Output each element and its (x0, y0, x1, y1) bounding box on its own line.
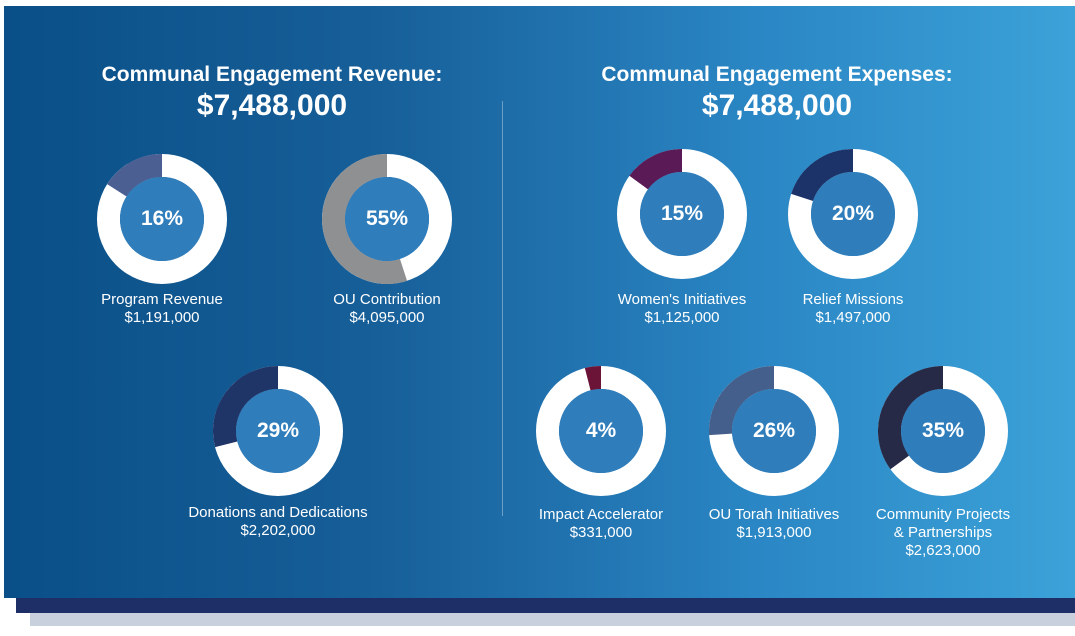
donut-ou-contribution: 55% (322, 154, 452, 284)
slice-name: OU Contribution (333, 291, 441, 308)
donut-slice-arc (878, 366, 944, 470)
donut-slice-arc (709, 366, 775, 436)
slice-name: Program Revenue (101, 291, 223, 308)
donut-impact-accelerator: 4% (536, 366, 666, 496)
donut-center (559, 389, 643, 473)
donut-ring (536, 366, 666, 496)
slice-name: Impact Accelerator (538, 506, 664, 523)
label-community-projects: Community Projects & Partnerships $2,623… (848, 506, 1038, 560)
donut-center (236, 389, 320, 473)
donut-slice-arc (629, 149, 683, 190)
slice-name: OU Torah Initiatives (708, 506, 840, 523)
infographic-panel: Communal Engagement Revenue: $7,488,000 … (4, 6, 1075, 598)
slice-amount: $1,913,000 (736, 524, 812, 541)
slice-amount: $1,497,000 (815, 309, 891, 326)
slice-amount: $1,125,000 (644, 309, 720, 326)
expenses-heading: Communal Engagement Expenses: $7,488,000 (557, 63, 997, 123)
donut-relief-missions: 20% (788, 149, 918, 279)
percent-label: 15% (660, 202, 704, 225)
percent-label: 16% (140, 207, 184, 230)
percent-label: 55% (365, 207, 409, 230)
label-donations-dedications: Donations and Dedications $2,202,000 (158, 504, 398, 540)
donut-ou-torah-initiatives: 26% (709, 366, 839, 496)
section-divider (502, 101, 503, 516)
slice-name-line-1: Community Projects (875, 506, 1011, 523)
percent-label: 20% (831, 202, 875, 225)
percent-label: 29% (256, 419, 300, 442)
donut-slice-arc (584, 366, 602, 391)
label-impact-accelerator: Impact Accelerator $331,000 (501, 506, 701, 542)
donut-ring (322, 154, 452, 284)
revenue-heading: Communal Engagement Revenue: $7,488,000 (62, 63, 482, 123)
slice-amount: $2,623,000 (905, 542, 981, 559)
donut-center (901, 389, 985, 473)
slice-amount: $4,095,000 (349, 309, 425, 326)
percent-label: 26% (752, 419, 796, 442)
donut-slice-arc (107, 154, 163, 197)
donut-program-revenue: 16% (97, 154, 227, 284)
label-ou-torah-initiatives: OU Torah Initiatives $1,913,000 (674, 506, 874, 542)
percent-label: 35% (921, 419, 965, 442)
donut-center (640, 172, 724, 256)
donut-center (732, 389, 816, 473)
donut-center (345, 177, 429, 261)
donut-slice-arc (791, 149, 854, 202)
label-relief-missions: Relief Missions $1,497,000 (753, 291, 953, 327)
slice-amount: $2,202,000 (240, 522, 316, 539)
slice-name: Relief Missions (802, 291, 904, 308)
slice-name: Women's Initiatives (617, 291, 747, 308)
label-program-revenue: Program Revenue $1,191,000 (62, 291, 262, 327)
donut-center (120, 177, 204, 261)
expenses-total: $7,488,000 (701, 89, 853, 122)
donut-ring (878, 366, 1008, 496)
donut-donations-dedications: 29% (213, 366, 343, 496)
donut-ring (788, 149, 918, 279)
donut-ring (213, 366, 343, 496)
revenue-total: $7,488,000 (196, 89, 348, 122)
slice-amount: $331,000 (569, 524, 633, 541)
label-ou-contribution: OU Contribution $4,095,000 (287, 291, 487, 327)
donut-center (811, 172, 895, 256)
donut-slice-arc (322, 154, 408, 284)
revenue-title: Communal Engagement Revenue: (101, 63, 443, 86)
donut-slice-arc (213, 366, 279, 448)
donut-ring (617, 149, 747, 279)
donut-ring (97, 154, 227, 284)
decorative-bottom-bar-dark (16, 595, 1075, 613)
decorative-bottom-bar-light (30, 610, 1075, 626)
donut-ring (709, 366, 839, 496)
label-womens-initiatives: Women's Initiatives $1,125,000 (582, 291, 782, 327)
slice-amount: $1,191,000 (124, 309, 200, 326)
donut-womens-initiatives: 15% (617, 149, 747, 279)
percent-label: 4% (585, 419, 617, 442)
slice-name-line-2: & Partnerships (893, 524, 993, 541)
donut-community-projects: 35% (878, 366, 1008, 496)
expenses-title: Communal Engagement Expenses: (601, 63, 953, 86)
slice-name: Donations and Dedications (188, 504, 368, 521)
